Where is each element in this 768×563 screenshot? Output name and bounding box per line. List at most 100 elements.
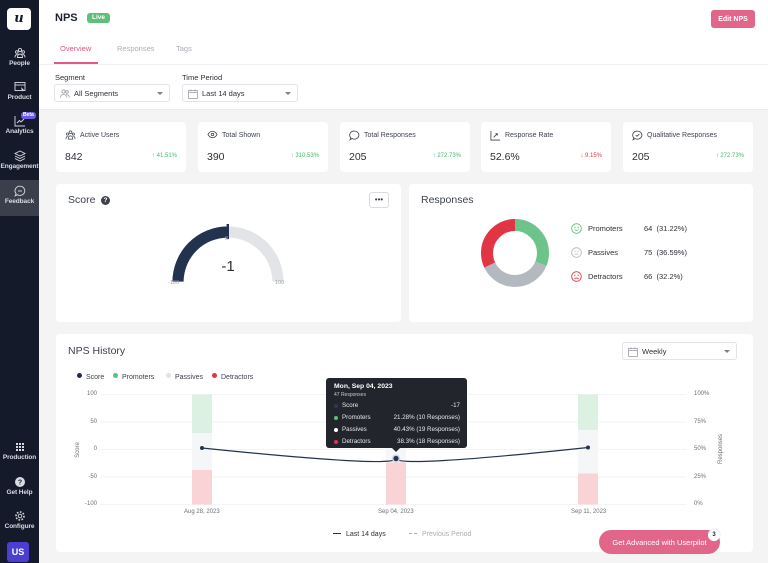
more-options-button[interactable]: ••• xyxy=(369,192,389,208)
page-title: NPS xyxy=(55,12,78,24)
smile-icon xyxy=(571,223,582,234)
sidebar-item-label: Feedback xyxy=(4,198,35,205)
analytics-icon xyxy=(14,116,25,127)
stat-delta-value: 310.53% xyxy=(295,153,319,159)
passives-dot xyxy=(166,373,171,378)
interval-select[interactable]: Weekly xyxy=(622,342,737,360)
stat-value: 205 xyxy=(349,151,367,163)
chart-tooltip: Mon, Sep 04, 2023 47 Responses Score -17 … xyxy=(326,378,467,452)
stat-label: Total Shown xyxy=(222,132,261,139)
y2-tick: 100% xyxy=(694,391,710,397)
help-icon: ? xyxy=(14,477,25,487)
sidebar-item-feedback[interactable]: Feedback xyxy=(0,180,39,216)
y-tick: 0 xyxy=(93,446,97,452)
time-period-value: Last 14 days xyxy=(202,89,245,98)
stat-card-total-responses: Total Responses 205 ↑ 272.73% xyxy=(340,122,470,172)
chat-check-icon xyxy=(632,130,643,141)
responses-title: Responses xyxy=(421,194,474,206)
sidebar-item-label: Analytics xyxy=(5,128,34,135)
nps-history-chart xyxy=(100,394,686,505)
sidebar-item-get-help[interactable]: ? Get Help xyxy=(0,473,39,507)
time-period-select[interactable]: Last 14 days xyxy=(182,84,298,102)
sidebar-item-product[interactable]: Product xyxy=(0,78,39,112)
get-advanced-button[interactable]: Get Advanced with Userpilot xyxy=(599,530,720,554)
period-current-legend[interactable]: Last 14 days xyxy=(333,531,386,538)
segment-select[interactable]: All Segments xyxy=(54,84,170,102)
layers-icon xyxy=(13,150,26,162)
edit-nps-button[interactable]: Edit NPS xyxy=(711,10,755,28)
chart-legend-passives[interactable]: Passives xyxy=(166,373,203,381)
sidebar-item-label: Get Help xyxy=(6,489,33,496)
stat-card-response-rate: Response Rate 52.6% ↓ 9.15% xyxy=(481,122,611,172)
active-tab-indicator xyxy=(54,62,98,64)
stat-value: 205 xyxy=(632,151,650,163)
stat-delta-value: 272.73% xyxy=(437,153,461,159)
people-icon xyxy=(14,47,25,58)
tab-overview[interactable]: Overview xyxy=(60,44,92,53)
tabs-divider xyxy=(39,64,768,65)
chart-legend-promoters[interactable]: Promoters xyxy=(113,373,154,381)
segment-value: All Segments xyxy=(74,89,119,98)
frown-icon xyxy=(571,271,582,282)
gauge-max-label: 100 xyxy=(275,280,285,286)
score-value: -1 xyxy=(221,258,235,275)
stat-delta: ↑ 41.51% xyxy=(151,153,177,159)
chevron-down-icon xyxy=(285,92,291,95)
sidebar: u People Product Beta Analytics Engageme… xyxy=(0,0,39,563)
legend-value: 75 (36.59%) xyxy=(644,248,687,257)
calendar-icon xyxy=(188,89,198,99)
y-tick: -100 xyxy=(84,501,97,507)
tab-tags[interactable]: Tags xyxy=(176,44,192,53)
responses-donut-chart xyxy=(481,219,549,287)
users-icon xyxy=(65,130,76,140)
sidebar-item-configure[interactable]: Configure xyxy=(0,507,39,541)
stat-card-active-users: Active Users 842 ↑ 41.51% xyxy=(56,122,186,172)
tooltip-subtitle: 47 Responses xyxy=(334,392,366,398)
x-tick: Sep 04, 2023 xyxy=(378,509,414,515)
y2-tick: 50% xyxy=(694,446,707,452)
y2-tick: 75% xyxy=(694,419,707,425)
score-panel: Score ? ••• 0 -1 -100 100 xyxy=(56,184,401,322)
stat-label: Response Rate xyxy=(505,132,554,139)
stat-card-total-shown: Total Shown 390 ↑ 310.53% xyxy=(198,122,328,172)
product-icon xyxy=(14,82,25,92)
stat-delta: ↑ 272.73% xyxy=(432,153,461,159)
calendar-icon xyxy=(628,347,638,357)
beta-badge: Beta xyxy=(21,112,36,119)
stat-delta: ↑ 272.73% xyxy=(715,153,744,159)
help-icon[interactable]: ? xyxy=(101,196,110,205)
stat-value: 52.6% xyxy=(490,151,520,163)
sidebar-item-analytics[interactable]: Beta Analytics xyxy=(0,112,39,146)
gauge-mid-label: 0 xyxy=(225,236,229,242)
y-tick: 100 xyxy=(86,391,97,397)
x-tick: Aug 28, 2023 xyxy=(184,509,220,515)
period-previous-legend[interactable]: Previous Period xyxy=(409,531,471,538)
neutral-face-icon xyxy=(571,247,582,258)
y-tick: 50 xyxy=(90,419,97,425)
legend-name: Passives xyxy=(588,248,619,257)
promoters-dot xyxy=(113,373,118,378)
y-tick: -50 xyxy=(88,474,97,480)
sidebar-item-engagement[interactable]: Engagement xyxy=(0,147,39,181)
sidebar-item-production[interactable]: Production xyxy=(0,438,39,472)
app-logo[interactable]: u xyxy=(7,8,31,30)
score-title: Score xyxy=(68,194,96,206)
stat-label: Qualitative Responses xyxy=(647,132,718,139)
sidebar-item-label: People xyxy=(9,60,30,67)
stat-value: 842 xyxy=(65,151,83,163)
interval-value: Weekly xyxy=(642,347,667,356)
sidebar-item-label: Production xyxy=(2,454,37,461)
chevron-down-icon xyxy=(724,350,730,353)
avatar[interactable]: US xyxy=(7,542,29,562)
score-gauge xyxy=(171,224,285,283)
sidebar-item-people[interactable]: People xyxy=(0,44,39,78)
legend-value: 64 (31.22%) xyxy=(644,224,687,233)
y2-tick: 25% xyxy=(694,474,707,480)
tab-responses[interactable]: Responses xyxy=(117,44,155,53)
legend-value: 66 (32.2%) xyxy=(644,272,683,281)
stat-label: Active Users xyxy=(80,132,120,139)
chart-legend-detractors[interactable]: Detractors xyxy=(212,373,253,381)
chat-icon xyxy=(13,185,25,197)
chart-legend-score[interactable]: Score xyxy=(77,373,104,381)
status-badge: Live xyxy=(87,13,111,23)
